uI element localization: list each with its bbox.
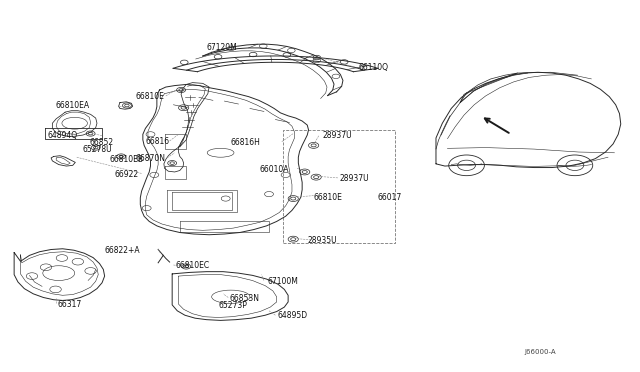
Text: 67120M: 67120M xyxy=(207,43,237,52)
Text: 66810EA: 66810EA xyxy=(55,101,90,110)
Text: 66110Q: 66110Q xyxy=(358,63,388,72)
Text: 66816: 66816 xyxy=(145,137,170,146)
Text: 64894Q: 64894Q xyxy=(47,131,77,140)
Bar xyxy=(283,129,395,243)
Text: 66810E: 66810E xyxy=(136,92,164,101)
Text: 28937U: 28937U xyxy=(323,131,352,140)
Text: 66010A: 66010A xyxy=(260,164,289,173)
Text: J66000-A: J66000-A xyxy=(524,349,556,355)
Text: 66810E: 66810E xyxy=(314,193,342,202)
Text: 67100M: 67100M xyxy=(268,277,299,286)
Text: 64895D: 64895D xyxy=(278,311,308,320)
Text: 66922: 66922 xyxy=(115,170,139,179)
Text: 28935U: 28935U xyxy=(307,236,337,245)
Text: 65278U: 65278U xyxy=(83,145,113,154)
Text: 28937U: 28937U xyxy=(339,174,369,183)
Text: 66317: 66317 xyxy=(58,300,82,309)
Text: 66017: 66017 xyxy=(378,193,402,202)
Text: 66816H: 66816H xyxy=(230,138,260,147)
Text: 66852: 66852 xyxy=(90,138,113,147)
Text: 66870N: 66870N xyxy=(136,154,166,163)
Text: 66822+A: 66822+A xyxy=(105,247,140,256)
Text: 65273P: 65273P xyxy=(218,301,247,310)
Text: 66853N: 66853N xyxy=(230,294,259,303)
Text: 66810EC: 66810EC xyxy=(176,261,210,270)
Text: 66810EB: 66810EB xyxy=(109,155,144,164)
